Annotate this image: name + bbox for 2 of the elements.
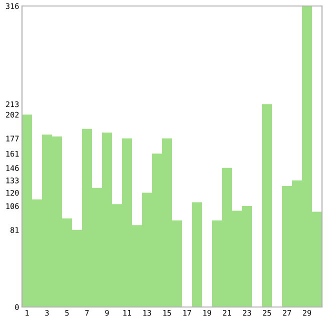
bar bbox=[262, 104, 272, 307]
bar bbox=[192, 202, 202, 307]
